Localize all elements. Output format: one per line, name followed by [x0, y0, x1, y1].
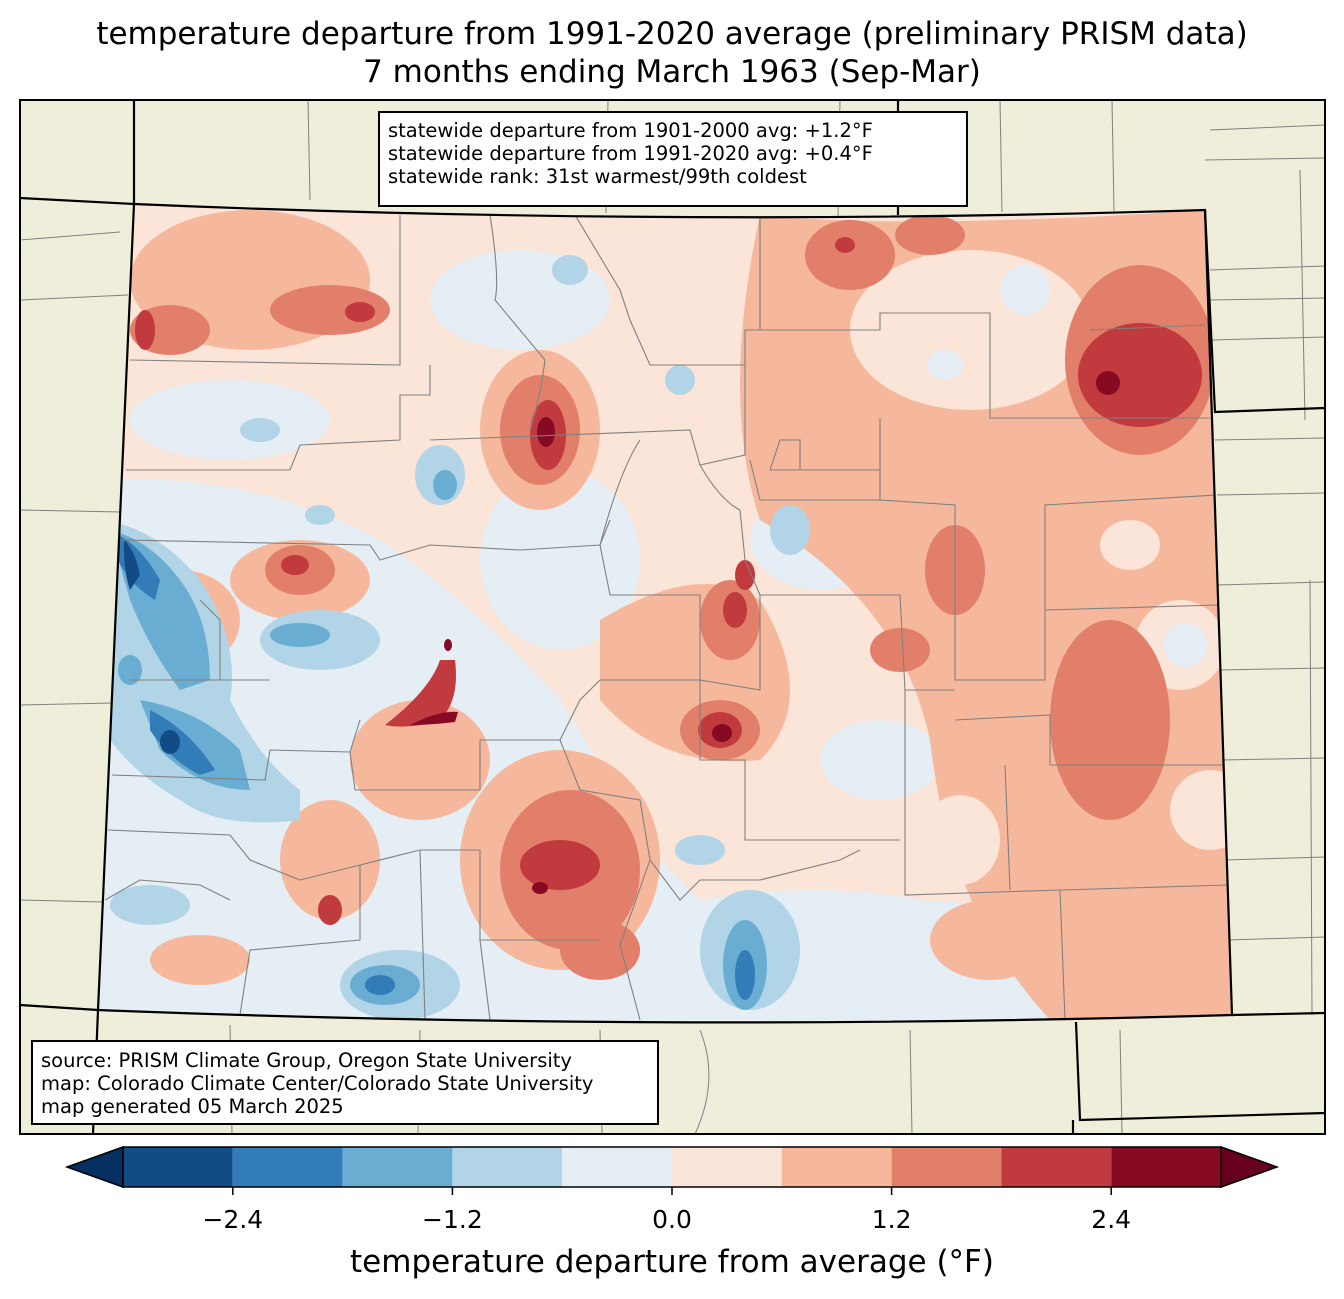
stats-line-2: statewide departure from 1991-2020 avg: …	[388, 142, 873, 165]
colorbar-bin	[781, 1147, 892, 1187]
stats-line-1: statewide departure from 1901-2000 avg: …	[388, 119, 873, 142]
colorbar-label: temperature departure from average (°F)	[350, 1244, 994, 1280]
source-line-1: source: PRISM Climate Group, Oregon Stat…	[41, 1049, 572, 1072]
stats-line-3: statewide rank: 31st warmest/99th coldes…	[388, 165, 807, 188]
colorbar-tick-label: 2.4	[1091, 1205, 1132, 1234]
colorbar-bin	[891, 1147, 1002, 1187]
temperature-departure-field	[98, 204, 1232, 1023]
colorbar-bin	[672, 1147, 782, 1187]
source-box: source: PRISM Climate Group, Oregon Stat…	[31, 1040, 659, 1125]
colorbar-bin	[452, 1147, 563, 1187]
colorbar-bin	[123, 1147, 233, 1187]
source-line-3: map generated 05 March 2025	[41, 1095, 344, 1118]
colorbar-bin	[232, 1147, 343, 1187]
colorbar-bin	[1001, 1147, 1112, 1187]
statewide-stats-box: statewide departure from 1901-2000 avg: …	[378, 111, 968, 207]
source-line-2: map: Colorado Climate Center/Colorado St…	[41, 1072, 594, 1095]
colorbar-under-arrow	[64, 1145, 124, 1189]
colorbar-bin	[562, 1147, 672, 1187]
colorbar-tick-label: 0.0	[652, 1205, 692, 1234]
map-subtitle: 7 months ending March 1963 (Sep-Mar)	[363, 54, 981, 90]
colorbar-over-arrow	[1220, 1145, 1280, 1189]
colorbar-tick-label: −2.4	[202, 1205, 264, 1234]
map-title: temperature departure from 1991-2020 ave…	[96, 16, 1248, 52]
colorbar-tick-label: −1.2	[422, 1205, 483, 1234]
colorbar-tick-label: 1.2	[871, 1205, 912, 1234]
colorbar-bin	[342, 1147, 453, 1187]
colorbar	[64, 1145, 1280, 1195]
colorbar-bin	[1111, 1147, 1221, 1187]
map-frame	[19, 99, 1326, 1135]
